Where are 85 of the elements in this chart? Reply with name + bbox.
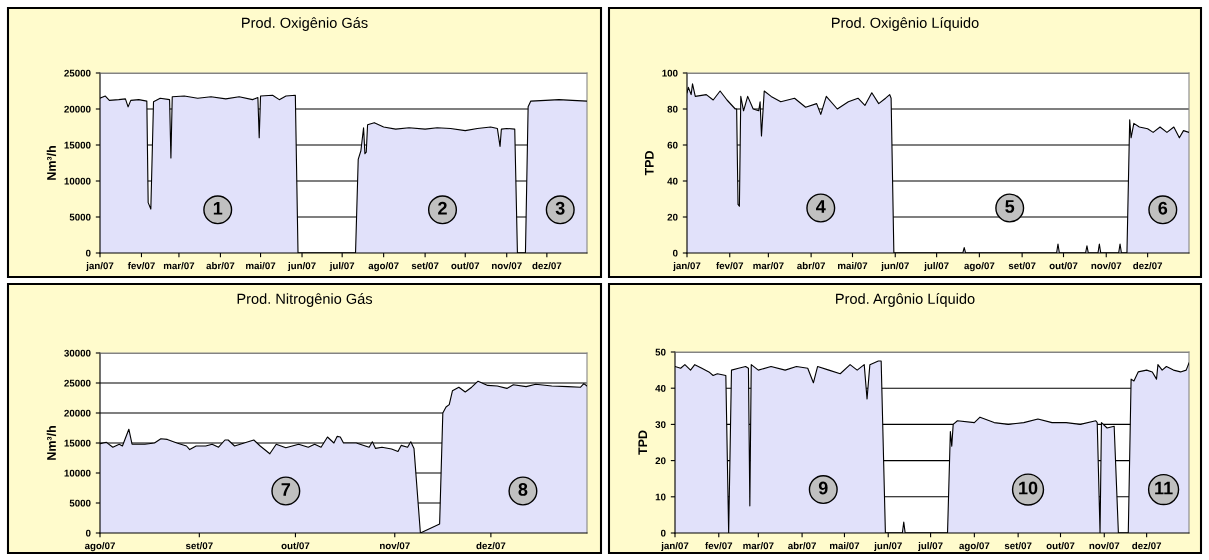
x-tick-label: abr/07 xyxy=(206,262,235,270)
annotation: 11 xyxy=(1155,481,1173,495)
x-tick-label: abr/07 xyxy=(788,542,816,550)
chart-title: Prod. Oxigênio Gás xyxy=(242,17,368,31)
y-tick-label: 30000 xyxy=(64,349,91,357)
x-tick-label: nov/07 xyxy=(380,542,410,550)
x-tick-label: out/07 xyxy=(1046,542,1075,550)
x-tick-label: mar/07 xyxy=(753,262,784,270)
x-tick-label: dez/07 xyxy=(1132,542,1162,550)
x-tick-label: set/07 xyxy=(1004,542,1032,550)
y-tick-label: 0 xyxy=(672,249,678,257)
x-tick-label: jul/07 xyxy=(924,262,949,272)
y-tick-label: 60 xyxy=(667,141,678,149)
y-tick-label: 40 xyxy=(667,177,678,185)
x-tick-label: jul/07 xyxy=(918,542,943,552)
annotation: 6 xyxy=(1158,201,1168,215)
x-tick-label: jun/07 xyxy=(287,262,316,272)
x-tick-label: jan/07 xyxy=(673,262,701,272)
x-tick-label: nov/07 xyxy=(1089,542,1120,550)
chart-title: Prod. Argônio Líquido xyxy=(836,293,975,307)
y-tick-label: 80 xyxy=(667,105,678,113)
y-tick-label: 50 xyxy=(655,348,666,356)
y-tick-label: 20 xyxy=(667,213,678,221)
x-tick-label: jul/07 xyxy=(329,262,355,272)
x-tick-label: dez/07 xyxy=(1133,262,1163,270)
y-tick-label: 40 xyxy=(655,384,666,392)
x-tick-label: jun/07 xyxy=(874,542,902,552)
chart-title: Prod. Oxigênio Líquido xyxy=(832,17,979,31)
annotation: 7 xyxy=(281,483,291,496)
x-tick-label: mar/07 xyxy=(163,262,195,270)
annotation: 5 xyxy=(1005,200,1015,213)
y-tick-label: 30 xyxy=(655,421,666,429)
x-tick-label: dez/07 xyxy=(532,262,562,270)
annotation: 2 xyxy=(438,201,447,215)
y-axis-title: TPD xyxy=(645,151,654,176)
x-tick-label: ago/07 xyxy=(964,262,995,272)
y-tick-label: 25000 xyxy=(64,69,91,77)
y-tick-label: 10000 xyxy=(64,177,91,185)
x-tick-label: fev/07 xyxy=(127,262,155,270)
y-axis-title: TPD xyxy=(638,430,648,455)
y-tick-label: 10000 xyxy=(64,469,91,477)
x-tick-label: mai/07 xyxy=(246,262,276,270)
x-tick-label: ago/07 xyxy=(84,542,115,552)
y-tick-label: 0 xyxy=(85,529,91,537)
x-tick-label: ago/07 xyxy=(368,262,399,272)
x-tick-label: fev/07 xyxy=(716,262,744,270)
x-tick-label: ago/07 xyxy=(959,542,990,552)
y-tick-label: 15000 xyxy=(64,141,91,149)
annotation: 10 xyxy=(1019,481,1038,495)
x-tick-label: dez/07 xyxy=(476,542,506,550)
y-tick-label: 5000 xyxy=(69,213,91,221)
y-tick-label: 100 xyxy=(662,69,678,77)
y-tick-label: 20 xyxy=(655,457,666,465)
x-tick-label: out/07 xyxy=(1049,262,1078,270)
annotation: 8 xyxy=(518,483,528,496)
y-tick-label: 0 xyxy=(85,249,91,257)
chart-title: Prod. Nitrogênio Gás xyxy=(237,293,373,307)
annotation: 9 xyxy=(818,481,828,495)
x-tick-label: jan/07 xyxy=(86,262,114,272)
y-tick-label: 0 xyxy=(660,529,666,537)
x-tick-label: mar/07 xyxy=(743,542,774,550)
x-tick-label: fev/07 xyxy=(705,542,733,550)
x-tick-label: set/07 xyxy=(411,262,439,270)
x-tick-label: set/07 xyxy=(1008,262,1036,270)
x-tick-label: nov/07 xyxy=(491,262,522,270)
y-tick-label: 20000 xyxy=(64,105,91,113)
x-tick-label: abr/07 xyxy=(797,262,826,270)
y-tick-label: 10 xyxy=(655,493,666,501)
x-tick-label: out/07 xyxy=(281,542,310,550)
x-tick-label: mai/07 xyxy=(838,262,868,270)
y-tick-label: 5000 xyxy=(69,499,91,507)
x-tick-label: set/07 xyxy=(185,542,213,550)
y-axis-title: Nm³/h xyxy=(46,426,57,460)
y-tick-label: 15000 xyxy=(64,439,91,447)
annotation: 1 xyxy=(213,202,223,215)
y-tick-label: 20000 xyxy=(64,409,91,417)
x-tick-label: nov/07 xyxy=(1091,262,1122,270)
x-tick-label: jan/07 xyxy=(661,542,689,552)
x-tick-label: out/07 xyxy=(451,262,480,270)
y-axis-title: Nm³/h xyxy=(46,146,57,180)
annotation: 4 xyxy=(816,200,826,213)
x-tick-label: mai/07 xyxy=(829,542,860,550)
x-tick-label: jun/07 xyxy=(881,262,909,272)
y-tick-label: 25000 xyxy=(64,379,91,387)
annotation: 3 xyxy=(555,201,565,215)
